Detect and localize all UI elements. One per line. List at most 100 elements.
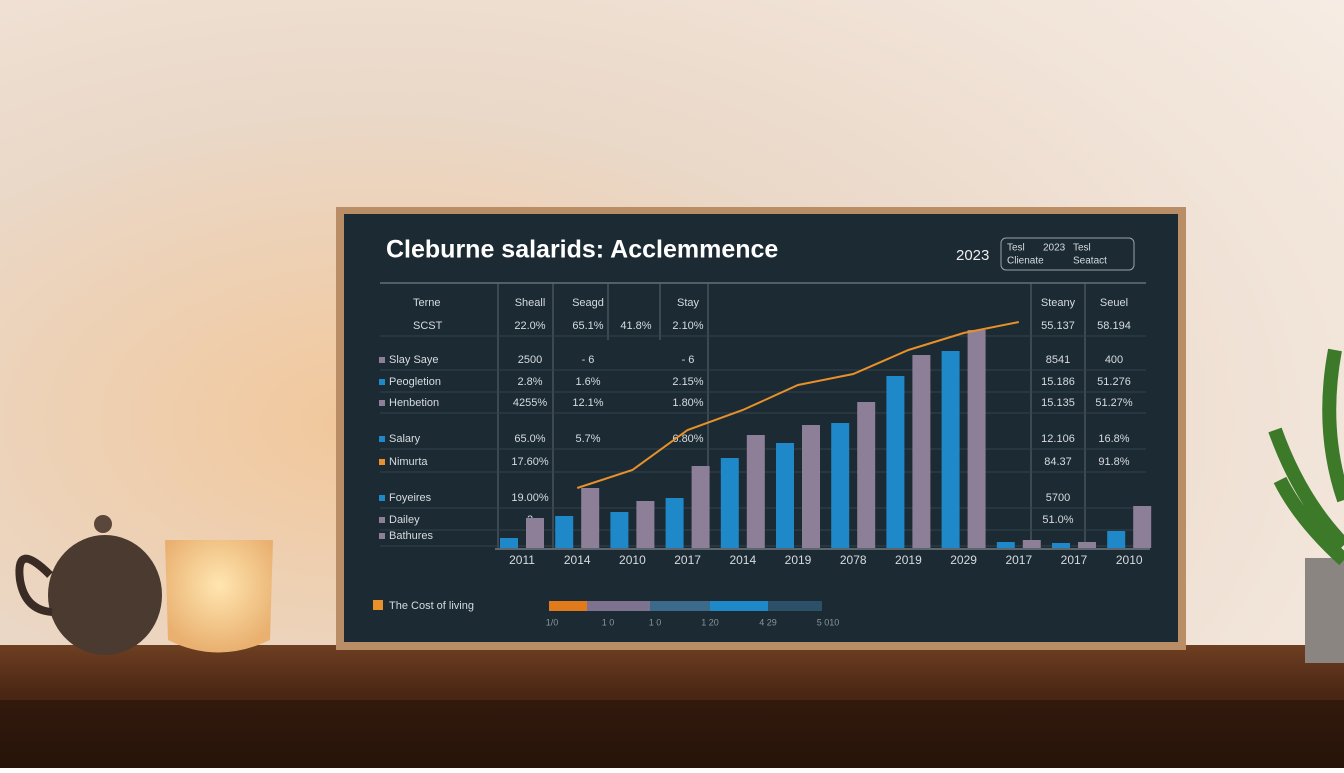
bar [610, 512, 629, 548]
row-marker [379, 379, 385, 385]
cell: 2.8% [517, 376, 542, 388]
legend-marker [373, 600, 383, 610]
legend-label: The Cost of living [389, 600, 474, 612]
strip-segment [650, 601, 710, 611]
cell: 15.135 [1041, 397, 1075, 409]
x-tick-label: 2029 [950, 553, 977, 567]
cell: 17.60% [511, 456, 549, 468]
plant-pot [1305, 558, 1344, 663]
strip-segment [710, 601, 768, 611]
cell: Seuel [1100, 297, 1128, 309]
row-marker [379, 400, 385, 406]
row-marker [379, 459, 385, 465]
scale-label: 1 0 [602, 617, 615, 627]
row-marker [379, 533, 385, 539]
bar [831, 423, 850, 548]
row-marker [379, 495, 385, 501]
row-label: Bathures [389, 530, 434, 542]
scale-label: 1 0 [649, 617, 662, 627]
bar [555, 516, 574, 548]
x-tick-label: 2010 [619, 553, 646, 567]
cell: 91.8% [1098, 456, 1129, 468]
row-marker [379, 517, 385, 523]
scale-label: 5 010 [817, 617, 840, 627]
bar [691, 466, 710, 548]
bar [1133, 506, 1152, 548]
cell: - 6 [582, 354, 595, 366]
cell: 1.6% [575, 376, 600, 388]
teapot-lid [94, 515, 112, 533]
strip-segment [549, 601, 587, 611]
bar [500, 538, 518, 548]
row-label: SCST [413, 320, 443, 332]
cell: 84.37 [1044, 456, 1072, 468]
cell: 15.186 [1041, 376, 1075, 388]
row-marker [379, 436, 385, 442]
bar [996, 542, 1015, 548]
bar [776, 443, 794, 548]
cell: 22.0% [514, 320, 545, 332]
strip-segment [587, 601, 650, 611]
cell: 5700 [1046, 492, 1070, 504]
board-title: Cleburne salarids: Acclemmence [386, 236, 778, 264]
x-tick-label: 2014 [729, 553, 756, 567]
row-label: Foyeires [389, 492, 432, 504]
x-tick-label: 2019 [785, 553, 812, 567]
cell: 2.10% [672, 320, 703, 332]
cell: Sheall [515, 297, 546, 309]
cell: 5.7% [575, 433, 600, 445]
scale-label: 1/0 [546, 617, 559, 627]
candle [165, 540, 273, 653]
strip-segment [768, 601, 822, 611]
cell: 51.276 [1097, 376, 1131, 388]
x-tick-label: 2017 [674, 553, 701, 567]
x-tick-label: 2019 [895, 553, 922, 567]
bar [665, 498, 684, 548]
cell: 19.00% [511, 492, 549, 504]
row-label: Salary [389, 433, 421, 445]
box-text: Tesl [1007, 243, 1025, 254]
cell: Steany [1041, 297, 1076, 309]
cell: 58.194 [1097, 320, 1131, 332]
bar [746, 435, 765, 548]
cell: 65.0% [514, 433, 545, 445]
cell: 6.80% [672, 433, 703, 445]
cell: 2.15% [672, 376, 703, 388]
row-label: Henbetion [389, 397, 439, 409]
board-year: 2023 [956, 247, 989, 264]
bar [526, 518, 544, 548]
teapot [48, 535, 162, 655]
cell: 41.8% [620, 320, 651, 332]
bar [636, 501, 655, 548]
bar [886, 376, 905, 548]
line [576, 321, 1019, 489]
row-label: Slay Saye [389, 354, 439, 366]
cell: 400 [1105, 354, 1123, 366]
cell: Stay [677, 297, 700, 309]
box-text: 2023 [1043, 243, 1066, 254]
shelf-edge [0, 700, 1344, 768]
row-label: Peogletion [389, 376, 441, 388]
row-label: Nimurta [389, 456, 428, 468]
x-tick-label: 2017 [1061, 553, 1088, 567]
cell: 4255% [513, 397, 547, 409]
cell: 51.27% [1095, 397, 1133, 409]
cell: 55.137 [1041, 320, 1075, 332]
bar [720, 458, 739, 548]
cell: 16.8% [1098, 433, 1129, 445]
scale-label: 1 20 [701, 617, 719, 627]
board [344, 214, 1178, 642]
cell: 1.80% [672, 397, 703, 409]
bar [1052, 543, 1070, 548]
cell: 12.1% [572, 397, 603, 409]
x-tick-label: 2078 [840, 553, 867, 567]
box-text: Seatact [1073, 256, 1107, 267]
bar [857, 402, 876, 548]
x-tick-label: 2011 [509, 553, 535, 567]
bar [581, 488, 600, 548]
cell: - 6 [682, 354, 695, 366]
cell: 12.106 [1041, 433, 1075, 445]
cell: 8541 [1046, 354, 1070, 366]
cell: 51.0% [1042, 514, 1073, 526]
